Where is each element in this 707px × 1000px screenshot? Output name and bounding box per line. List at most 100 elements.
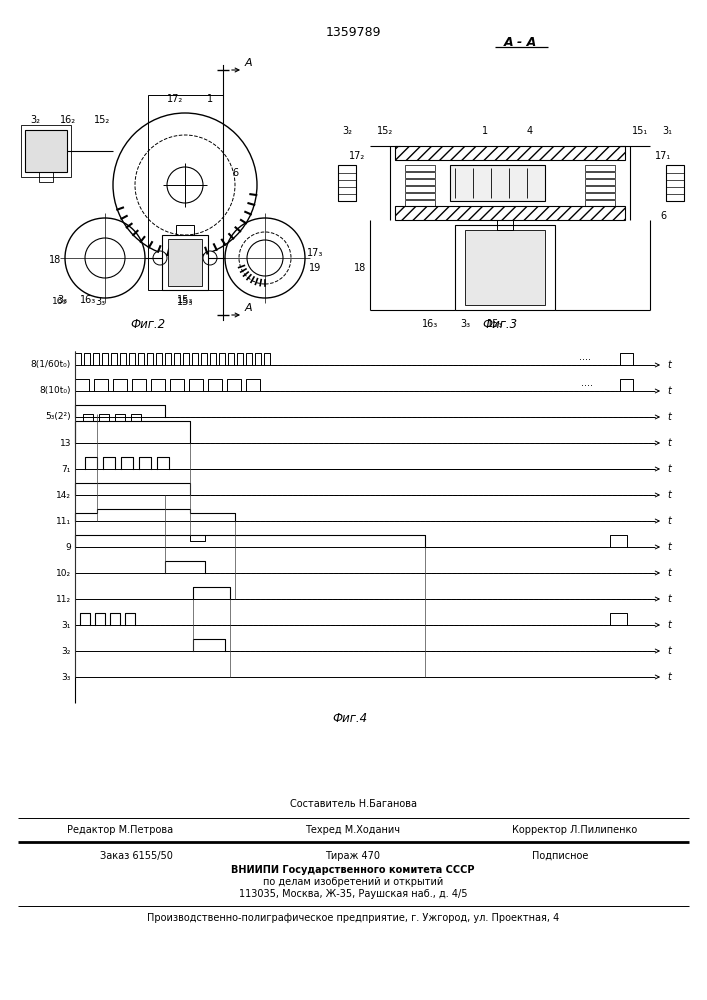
Text: 11₂: 11₂	[56, 594, 71, 603]
Bar	[395, 206, 625, 220]
Text: А: А	[244, 58, 252, 68]
Text: по делам изобретений и открытий: по делам изобретений и открытий	[263, 877, 443, 887]
Text: 19: 19	[309, 263, 321, 273]
Text: t: t	[667, 438, 671, 448]
Text: t: t	[667, 464, 671, 474]
Text: 3₃: 3₃	[460, 319, 470, 329]
Bar	[148, 95, 223, 290]
Text: 15₂: 15₂	[94, 115, 110, 125]
Bar	[666, 165, 684, 201]
Text: 1: 1	[207, 94, 213, 104]
Text: A - A: A - A	[503, 35, 537, 48]
Text: Техред М.Ходанич: Техред М.Ходанич	[305, 825, 400, 835]
Text: Редактор М.Петрова: Редактор М.Петрова	[67, 825, 173, 835]
Text: 15₃: 15₃	[177, 297, 193, 307]
Text: А: А	[244, 303, 252, 313]
Bar	[585, 186, 615, 192]
Text: t: t	[667, 620, 671, 630]
Bar	[497, 220, 513, 230]
Text: 8(1/60t₀): 8(1/60t₀)	[30, 360, 71, 369]
Text: Составитель Н.Баганова: Составитель Н.Баганова	[289, 799, 416, 809]
Text: t: t	[667, 386, 671, 396]
Text: 3₃: 3₃	[62, 672, 71, 682]
Text: 3₃: 3₃	[57, 295, 67, 305]
Bar	[585, 172, 615, 178]
Text: 15₁: 15₁	[632, 126, 648, 136]
Text: 10₂: 10₂	[56, 568, 71, 578]
Text: 4: 4	[527, 126, 533, 136]
Text: 6: 6	[232, 168, 238, 178]
Text: 8(10t₀): 8(10t₀)	[40, 386, 71, 395]
Text: 113035, Москва, Ж-35, Раушская наб., д. 4/5: 113035, Москва, Ж-35, Раушская наб., д. …	[239, 889, 467, 899]
Text: 3₂: 3₂	[342, 126, 352, 136]
Text: Фиг.4: Фиг.4	[332, 712, 368, 726]
Bar	[450, 165, 545, 201]
Text: t: t	[667, 490, 671, 500]
Text: 16₃: 16₃	[52, 298, 68, 306]
Text: t: t	[667, 646, 671, 656]
Text: 7₁: 7₁	[62, 464, 71, 474]
Bar	[405, 186, 435, 192]
Text: 3₃: 3₃	[95, 297, 105, 307]
Text: t: t	[667, 516, 671, 526]
Text: 16₃: 16₃	[80, 295, 96, 305]
Text: 17₃: 17₃	[307, 248, 323, 258]
Text: 11₁: 11₁	[56, 516, 71, 526]
Text: Заказ 6155/50: Заказ 6155/50	[100, 851, 173, 861]
Text: 18: 18	[354, 263, 366, 273]
Circle shape	[203, 251, 217, 265]
Bar	[168, 239, 202, 286]
Text: 9: 9	[65, 542, 71, 552]
Text: ....: ....	[579, 352, 591, 362]
Bar	[465, 230, 545, 305]
Text: 1359789: 1359789	[325, 25, 381, 38]
Text: 17₁: 17₁	[655, 151, 671, 161]
Text: t: t	[667, 542, 671, 552]
Bar	[405, 179, 435, 185]
Text: ....: ....	[581, 378, 593, 388]
Bar	[176, 225, 194, 235]
Bar	[585, 193, 615, 199]
Text: 17₂: 17₂	[167, 94, 183, 104]
Text: t: t	[667, 412, 671, 422]
Bar	[585, 200, 615, 206]
Text: 3₁: 3₁	[62, 620, 71, 630]
Bar	[395, 146, 625, 160]
Text: t: t	[667, 672, 671, 682]
Bar	[405, 165, 435, 171]
Bar	[455, 225, 555, 310]
Text: 14₂: 14₂	[56, 490, 71, 499]
Text: 16₃: 16₃	[422, 319, 438, 329]
Text: Подписное: Подписное	[532, 851, 588, 861]
Text: 13: 13	[59, 438, 71, 448]
Text: 3₁: 3₁	[662, 126, 672, 136]
Bar	[405, 200, 435, 206]
Text: t: t	[667, 568, 671, 578]
Text: Фиг.3: Фиг.3	[482, 318, 518, 332]
Bar	[39, 172, 53, 182]
Text: 18: 18	[49, 255, 61, 265]
Bar	[21, 125, 71, 177]
Bar	[405, 172, 435, 178]
Text: 1: 1	[482, 126, 488, 136]
Text: 15₃: 15₃	[487, 319, 503, 329]
Text: Корректор Л.Пилипенко: Корректор Л.Пилипенко	[513, 825, 638, 835]
Text: 3₂: 3₂	[30, 115, 40, 125]
Text: Тираж 470: Тираж 470	[325, 851, 380, 861]
Bar	[162, 235, 208, 290]
Text: Производственно-полиграфическое предприятие, г. Ужгород, ул. Проектная, 4: Производственно-полиграфическое предприя…	[147, 913, 559, 923]
Text: 15₃: 15₃	[177, 295, 193, 305]
Text: t: t	[667, 594, 671, 604]
Text: ВНИИПИ Государственного комитета СССР: ВНИИПИ Государственного комитета СССР	[231, 865, 474, 875]
Text: 6: 6	[660, 211, 666, 221]
Circle shape	[153, 251, 167, 265]
Bar	[585, 179, 615, 185]
Text: t: t	[667, 360, 671, 370]
Text: 15₂: 15₂	[377, 126, 393, 136]
Bar	[585, 165, 615, 171]
Text: 17₂: 17₂	[349, 151, 365, 161]
Bar	[338, 165, 356, 201]
Text: 16₂: 16₂	[60, 115, 76, 125]
Text: Фиг.2: Фиг.2	[130, 318, 165, 332]
Text: 5₃(2²): 5₃(2²)	[45, 412, 71, 422]
